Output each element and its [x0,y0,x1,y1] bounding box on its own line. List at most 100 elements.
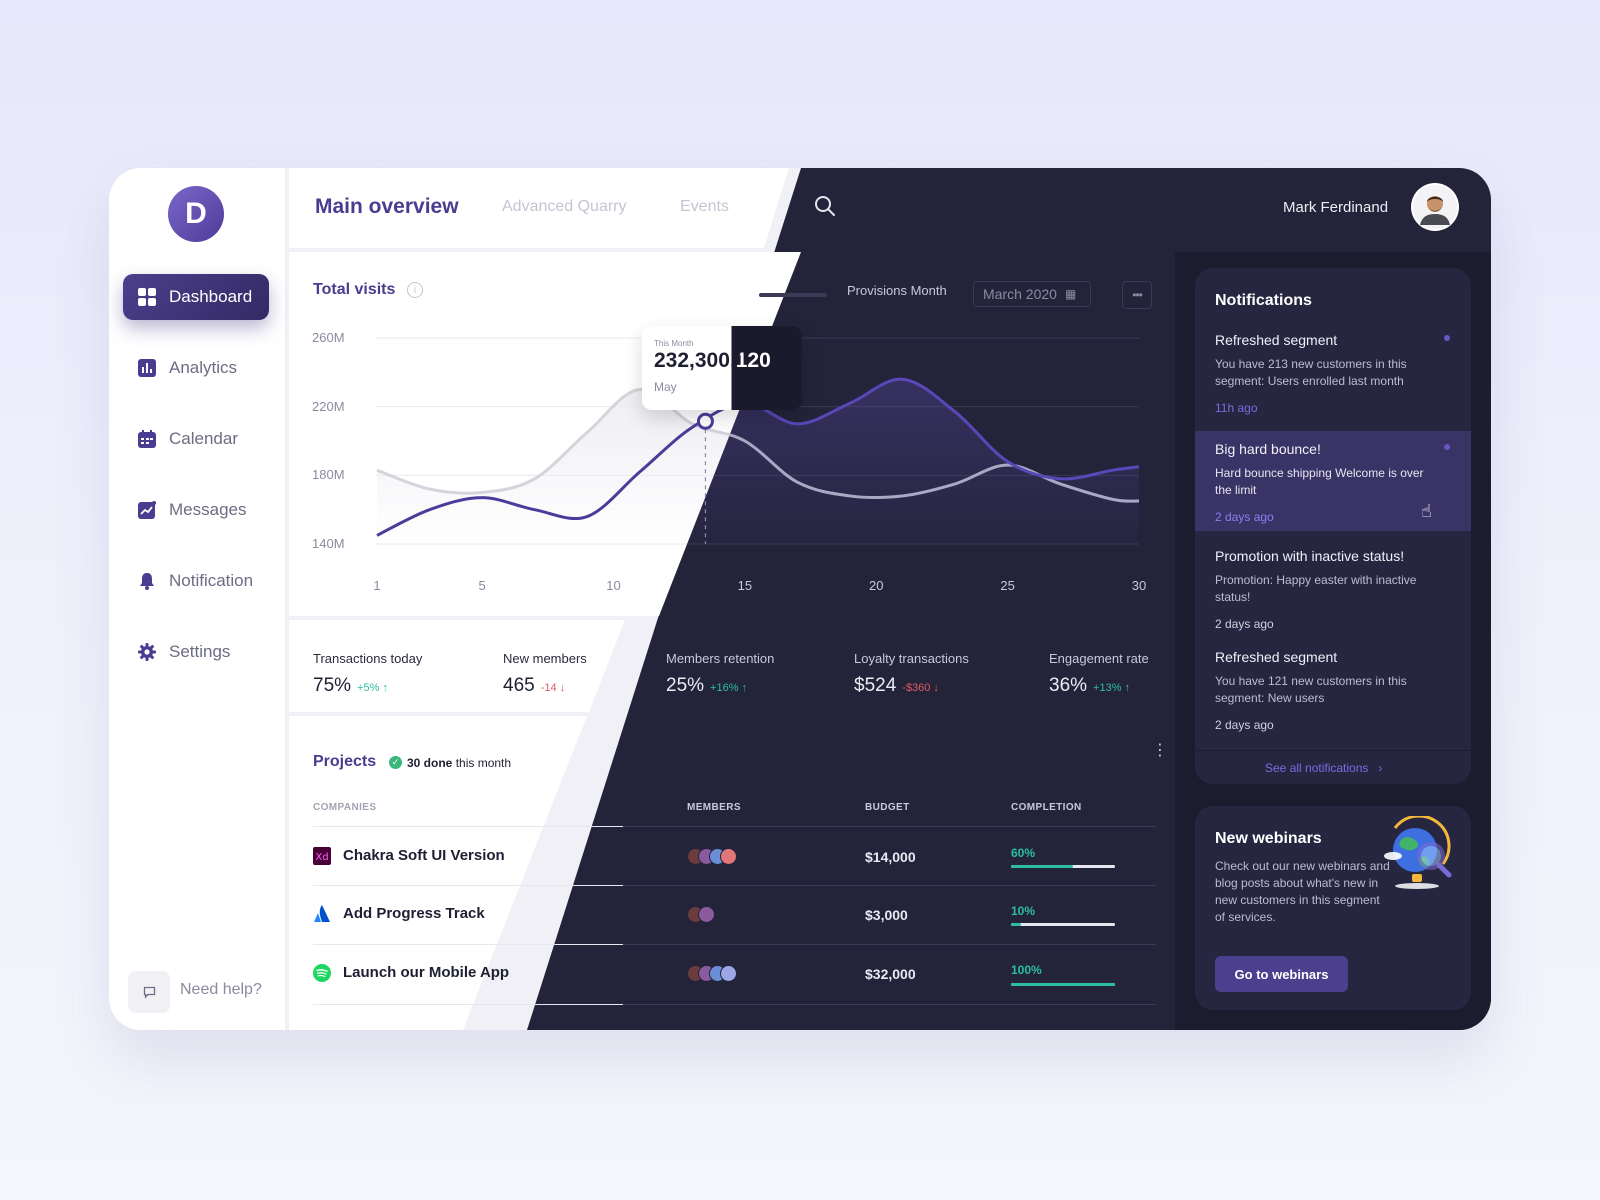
user-name[interactable]: Mark Ferdinand [1283,199,1389,216]
sidebar-item-label: Analytics [169,358,238,377]
members-avatars [687,906,715,923]
help-button[interactable] [128,971,170,1013]
webinar-title: New webinars [1215,830,1322,847]
stat-label: Transactions today [313,651,423,666]
x-tick-label: 25 [1000,578,1015,593]
divider [313,826,1156,827]
grid-icon [137,287,157,307]
column-header-companies: COMPANIES [313,802,377,813]
notifications-title: Notifications [1215,292,1312,309]
sidebar-item-messages[interactable]: Messages [123,487,269,533]
notification-title: Refreshed segment [1215,649,1338,665]
y-tick-label: 140M [312,536,345,551]
completion-percent: 100% [1011,963,1042,977]
stat-label: Members retention [666,651,775,666]
series-line [659,388,1140,503]
dashboard-app: D Dashboard Analytics Calendar Messages … [109,168,1491,1030]
adobe-xd-icon: Xd [313,847,331,865]
tab-events[interactable]: Events [680,198,729,215]
notification-body: You have 121 new customers in this segme… [1215,674,1407,705]
series-line [659,377,1140,537]
sidebar-item-notification[interactable]: Notification [123,558,269,604]
series-area [659,379,1139,544]
month-select[interactable]: March 2020 ▦ [973,281,1091,307]
stat-label: New members [503,651,587,666]
y-tick-label: 260M [312,330,345,345]
x-tick-label: 1 [373,578,381,593]
x-tick-label: 30 [1131,578,1147,593]
projects-done-summary: 30 done this month [407,756,512,770]
completion-progress [1011,983,1115,986]
tab-advanced-quarry[interactable]: Advanced Quarry [502,198,627,215]
divider [313,944,1156,945]
help-label[interactable]: Need help? [180,981,262,998]
month-select-value: March 2020 [983,286,1057,302]
members-avatars [687,848,737,865]
sidebar-item-label: Notification [169,571,254,590]
stat-value: 465 -14 ↓ [503,675,566,696]
y-tick-label: 220M [312,398,345,414]
sidebar-item-label: Dashboard [169,287,253,306]
project-name: Launch our Mobile App [343,964,510,981]
completion-percent: 60% [1011,846,1036,860]
notification-body: Promotion: Happy easter with inactive st… [1215,573,1417,604]
kebab-menu-icon[interactable]: ⋮ [1152,742,1168,759]
chevron-right-icon: › [1378,761,1383,775]
chart-title: Total visits [313,281,396,298]
notification-time: 11h ago [1215,401,1258,415]
sidebar-item-dashboard[interactable]: Dashboard [123,274,269,320]
project-budget: $3,000 [865,907,908,923]
notification-title: Refreshed segment [1215,332,1338,348]
arrow-down-icon: ↓ [559,682,566,694]
y-tick-label: 180M [312,467,345,483]
notification-time: 2 days ago [1215,718,1274,732]
tooltip-label: This Month [654,339,694,348]
calendar-icon [137,429,157,449]
gear-icon [137,642,157,662]
stat-value: 75% +5% ↑ [313,675,388,696]
search-icon[interactable] [814,195,836,222]
page-title[interactable]: Main overview [315,195,459,218]
sidebar-item-label: Calendar [169,429,238,448]
chart-tooltip [642,326,802,410]
toggle-track[interactable] [759,293,827,297]
stat-value: 36% +13% ↑ [1049,675,1130,696]
notification-time: 2 days ago [1215,617,1274,631]
project-budget: $14,000 [865,849,916,865]
notification-hover-highlight [1195,431,1471,531]
stat-change: -14 [540,682,557,694]
arrow-up-icon: ↑ [382,682,388,694]
spotify-icon [313,964,331,982]
provisions-label: Provisions Month [847,283,947,298]
bell-icon [137,571,157,591]
see-all-notifications-link[interactable]: See all notifications › [1265,761,1383,775]
sidebar-item-calendar[interactable]: Calendar [123,416,269,462]
notification-title: Big hard bounce! [1215,441,1321,457]
notification-title: Promotion with inactive status! [1215,548,1405,564]
globe-magnifier-icon [1379,814,1455,897]
member-avatar [720,848,737,865]
check-circle-icon: ✓ [389,756,402,769]
bar-chart-icon [137,358,157,378]
column-header-completion: COMPLETION [1011,802,1082,813]
calendar-icon: ▦ [1064,287,1077,301]
chat-icon [143,986,155,999]
sidebar-item-settings[interactable]: Settings [123,629,269,675]
go-to-webinars-button[interactable]: Go to webinars [1215,956,1348,992]
arrow-up-icon: ↑ [741,682,747,694]
sidebar-item-analytics[interactable]: Analytics [123,345,269,391]
highlight-point [696,412,714,430]
atlassian-icon [313,905,331,923]
stat-label: Engagement rate [1049,651,1149,666]
app-logo[interactable]: D [168,186,224,242]
header-bar [289,168,789,248]
stats-card [289,620,625,712]
completion-percent: 10% [1011,904,1036,918]
stat-change: +13% [1093,682,1122,694]
svg-text:Xd: Xd [315,852,328,863]
more-options-icon[interactable]: ••• [1122,281,1152,309]
avatar[interactable] [1411,183,1459,231]
info-icon[interactable]: i [407,282,423,298]
stat-change: +5% [357,682,380,694]
divider [1195,750,1471,751]
